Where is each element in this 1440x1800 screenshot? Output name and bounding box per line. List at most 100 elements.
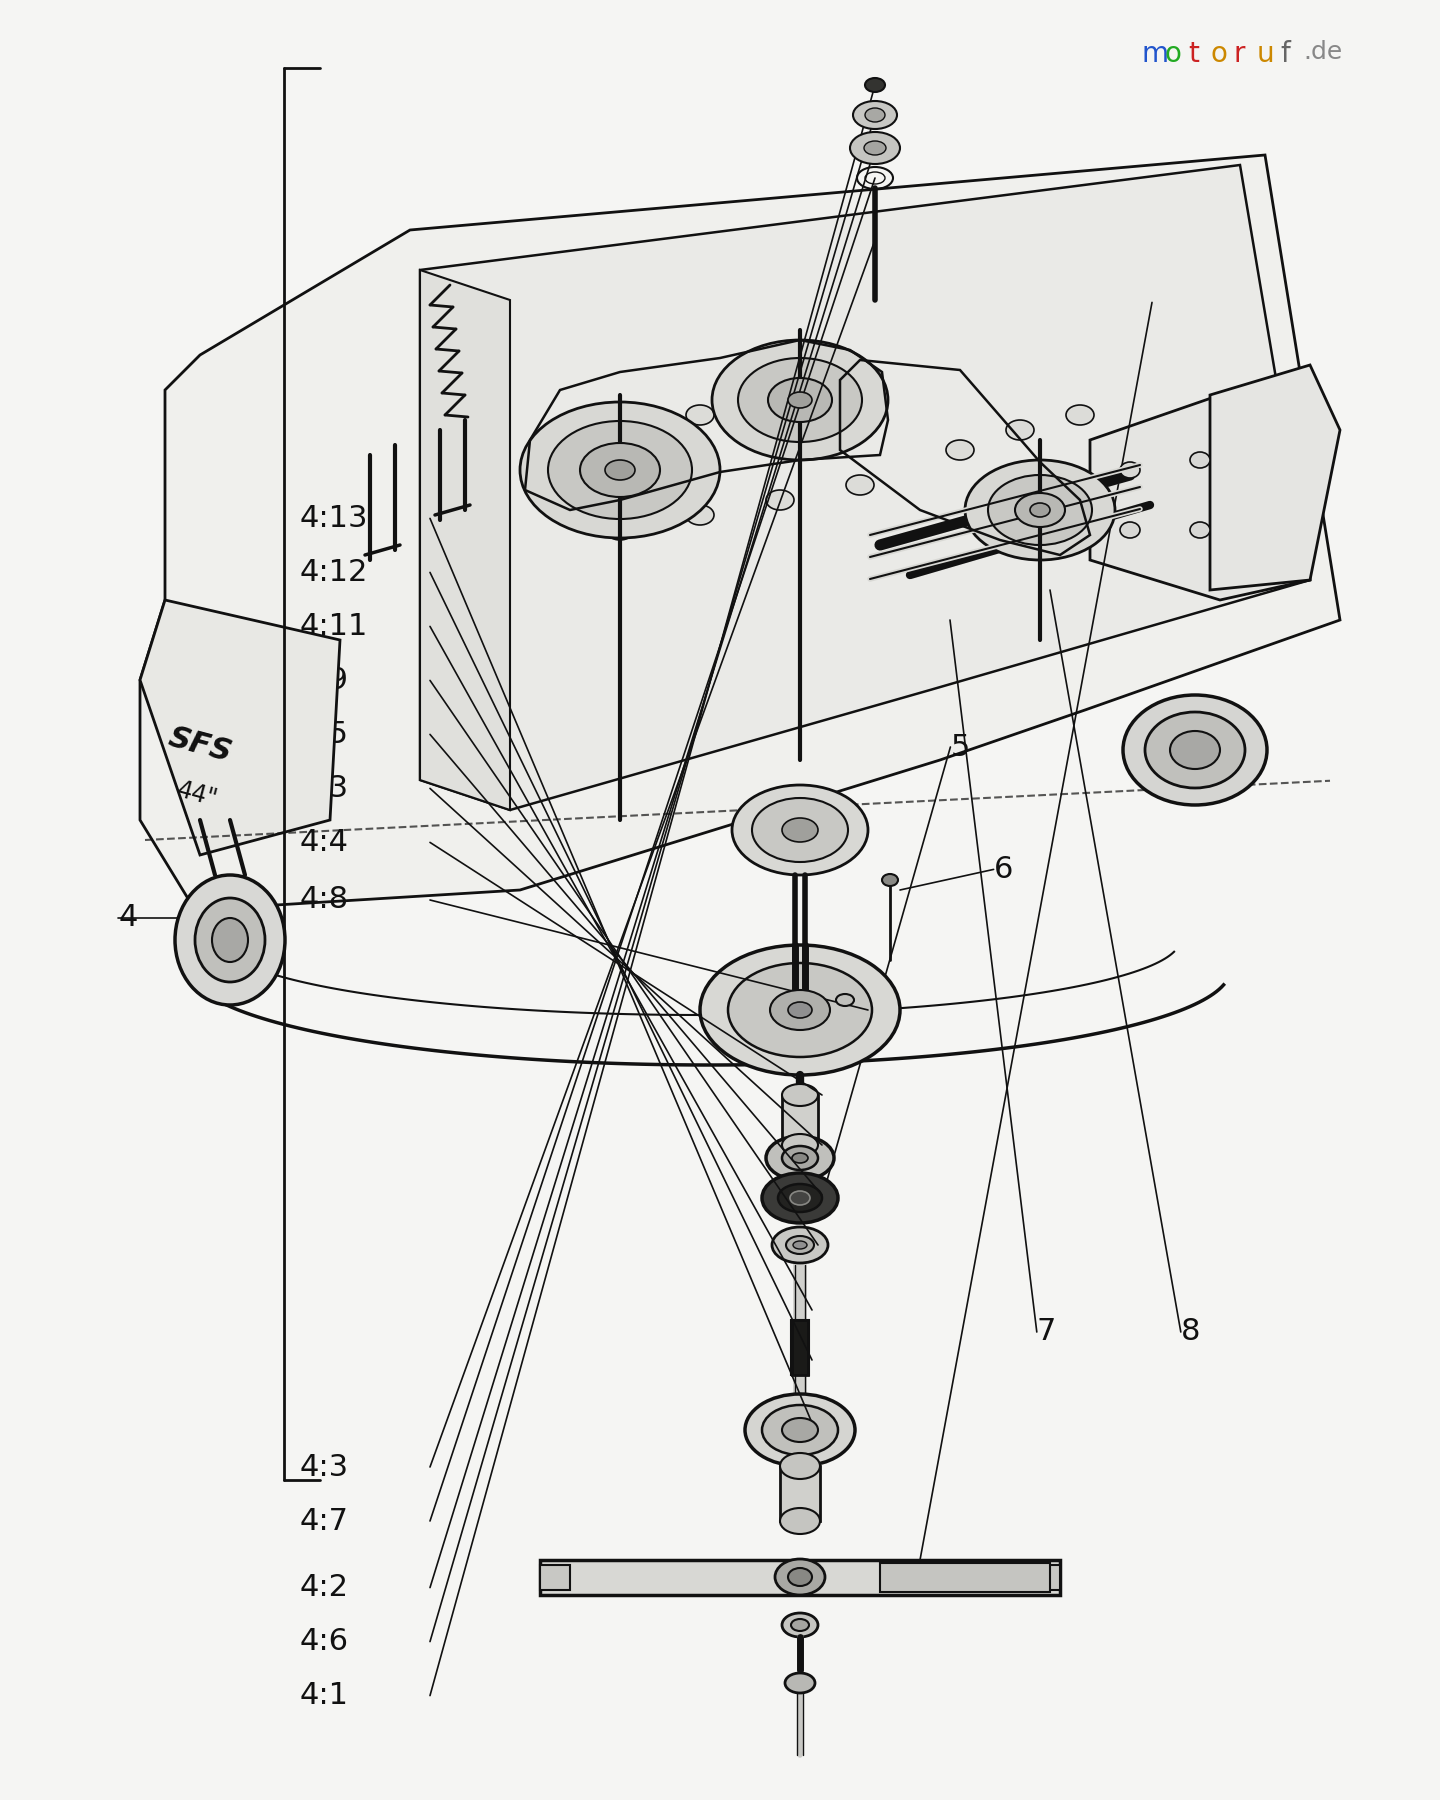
Text: 7: 7 [1037,1318,1056,1346]
Ellipse shape [782,1134,818,1156]
Bar [791,1319,809,1375]
Text: 4:7: 4:7 [300,1507,348,1535]
Text: .de: .de [1303,40,1342,63]
Ellipse shape [865,108,886,122]
Ellipse shape [778,1184,822,1211]
Ellipse shape [780,1508,819,1534]
Ellipse shape [770,990,829,1030]
Text: u: u [1257,40,1274,68]
Ellipse shape [946,439,973,461]
Ellipse shape [212,918,248,961]
Text: 5: 5 [950,733,969,761]
Bar [782,1094,818,1145]
Text: 4:4: 4:4 [300,828,348,857]
Ellipse shape [881,875,899,886]
Ellipse shape [1120,463,1140,479]
Text: 4:11: 4:11 [300,612,369,641]
Text: o: o [1211,40,1228,68]
Text: 4:8: 4:8 [300,886,348,914]
Polygon shape [140,599,340,855]
Ellipse shape [729,963,873,1057]
Ellipse shape [852,101,897,130]
Ellipse shape [782,1613,818,1636]
Ellipse shape [775,1559,825,1595]
Ellipse shape [1145,713,1246,788]
Ellipse shape [194,898,265,983]
Bar [540,1561,1060,1595]
Ellipse shape [762,1406,838,1454]
Text: 4:12: 4:12 [300,558,369,587]
Ellipse shape [791,1618,809,1631]
Ellipse shape [536,439,564,461]
Ellipse shape [606,520,634,540]
Ellipse shape [520,401,720,538]
Ellipse shape [580,443,660,497]
Ellipse shape [739,358,863,443]
Text: 44": 44" [176,778,220,812]
Ellipse shape [766,391,793,410]
Ellipse shape [685,405,714,425]
Text: r: r [1234,40,1246,68]
Ellipse shape [850,131,900,164]
Text: 4: 4 [118,904,137,932]
Ellipse shape [744,1393,855,1465]
Bar [780,1465,819,1521]
Ellipse shape [786,1237,814,1255]
Bar [792,1319,808,1375]
Ellipse shape [1123,695,1267,805]
Ellipse shape [785,1672,815,1694]
Text: 6: 6 [994,855,1012,884]
Ellipse shape [1189,452,1210,468]
Ellipse shape [782,1084,818,1105]
Ellipse shape [864,140,886,155]
Bar [1030,1564,1060,1589]
Ellipse shape [1007,419,1034,439]
Ellipse shape [768,378,832,421]
Ellipse shape [837,994,854,1006]
Ellipse shape [782,1418,818,1442]
Ellipse shape [965,461,1115,560]
Text: 4:2: 4:2 [300,1573,348,1602]
Text: m: m [1142,40,1169,68]
Polygon shape [140,155,1341,911]
Text: 4:3: 4:3 [300,774,348,803]
Ellipse shape [792,1154,808,1163]
Text: 4:5: 4:5 [300,720,348,749]
Text: 4:1: 4:1 [300,1681,348,1710]
Ellipse shape [1120,522,1140,538]
Ellipse shape [865,77,886,92]
Polygon shape [420,270,510,810]
Ellipse shape [766,490,793,509]
Ellipse shape [780,1453,819,1480]
Ellipse shape [549,421,693,518]
Ellipse shape [1030,502,1050,517]
Text: o: o [1165,40,1182,68]
Text: 4:9: 4:9 [300,666,348,695]
Ellipse shape [1015,493,1066,527]
Polygon shape [1090,394,1310,599]
Bar [880,1562,1050,1591]
Polygon shape [420,166,1310,810]
Text: SFS: SFS [166,722,235,767]
Text: t: t [1188,40,1198,68]
Ellipse shape [176,875,285,1004]
Text: 4:6: 4:6 [300,1627,348,1656]
Ellipse shape [788,1568,812,1586]
Polygon shape [1210,365,1341,590]
Ellipse shape [732,785,868,875]
Text: 3: 3 [1152,288,1172,317]
Text: 8: 8 [1181,1318,1201,1346]
Ellipse shape [793,1240,806,1249]
Ellipse shape [791,1192,809,1204]
Ellipse shape [782,1147,818,1170]
Ellipse shape [711,340,888,461]
Ellipse shape [988,475,1092,545]
Ellipse shape [772,1228,828,1264]
Ellipse shape [1169,731,1220,769]
Bar [540,1564,570,1589]
Ellipse shape [782,817,818,842]
Text: 4:13: 4:13 [300,504,369,533]
Ellipse shape [700,945,900,1075]
Ellipse shape [766,1136,834,1181]
Ellipse shape [788,392,812,409]
